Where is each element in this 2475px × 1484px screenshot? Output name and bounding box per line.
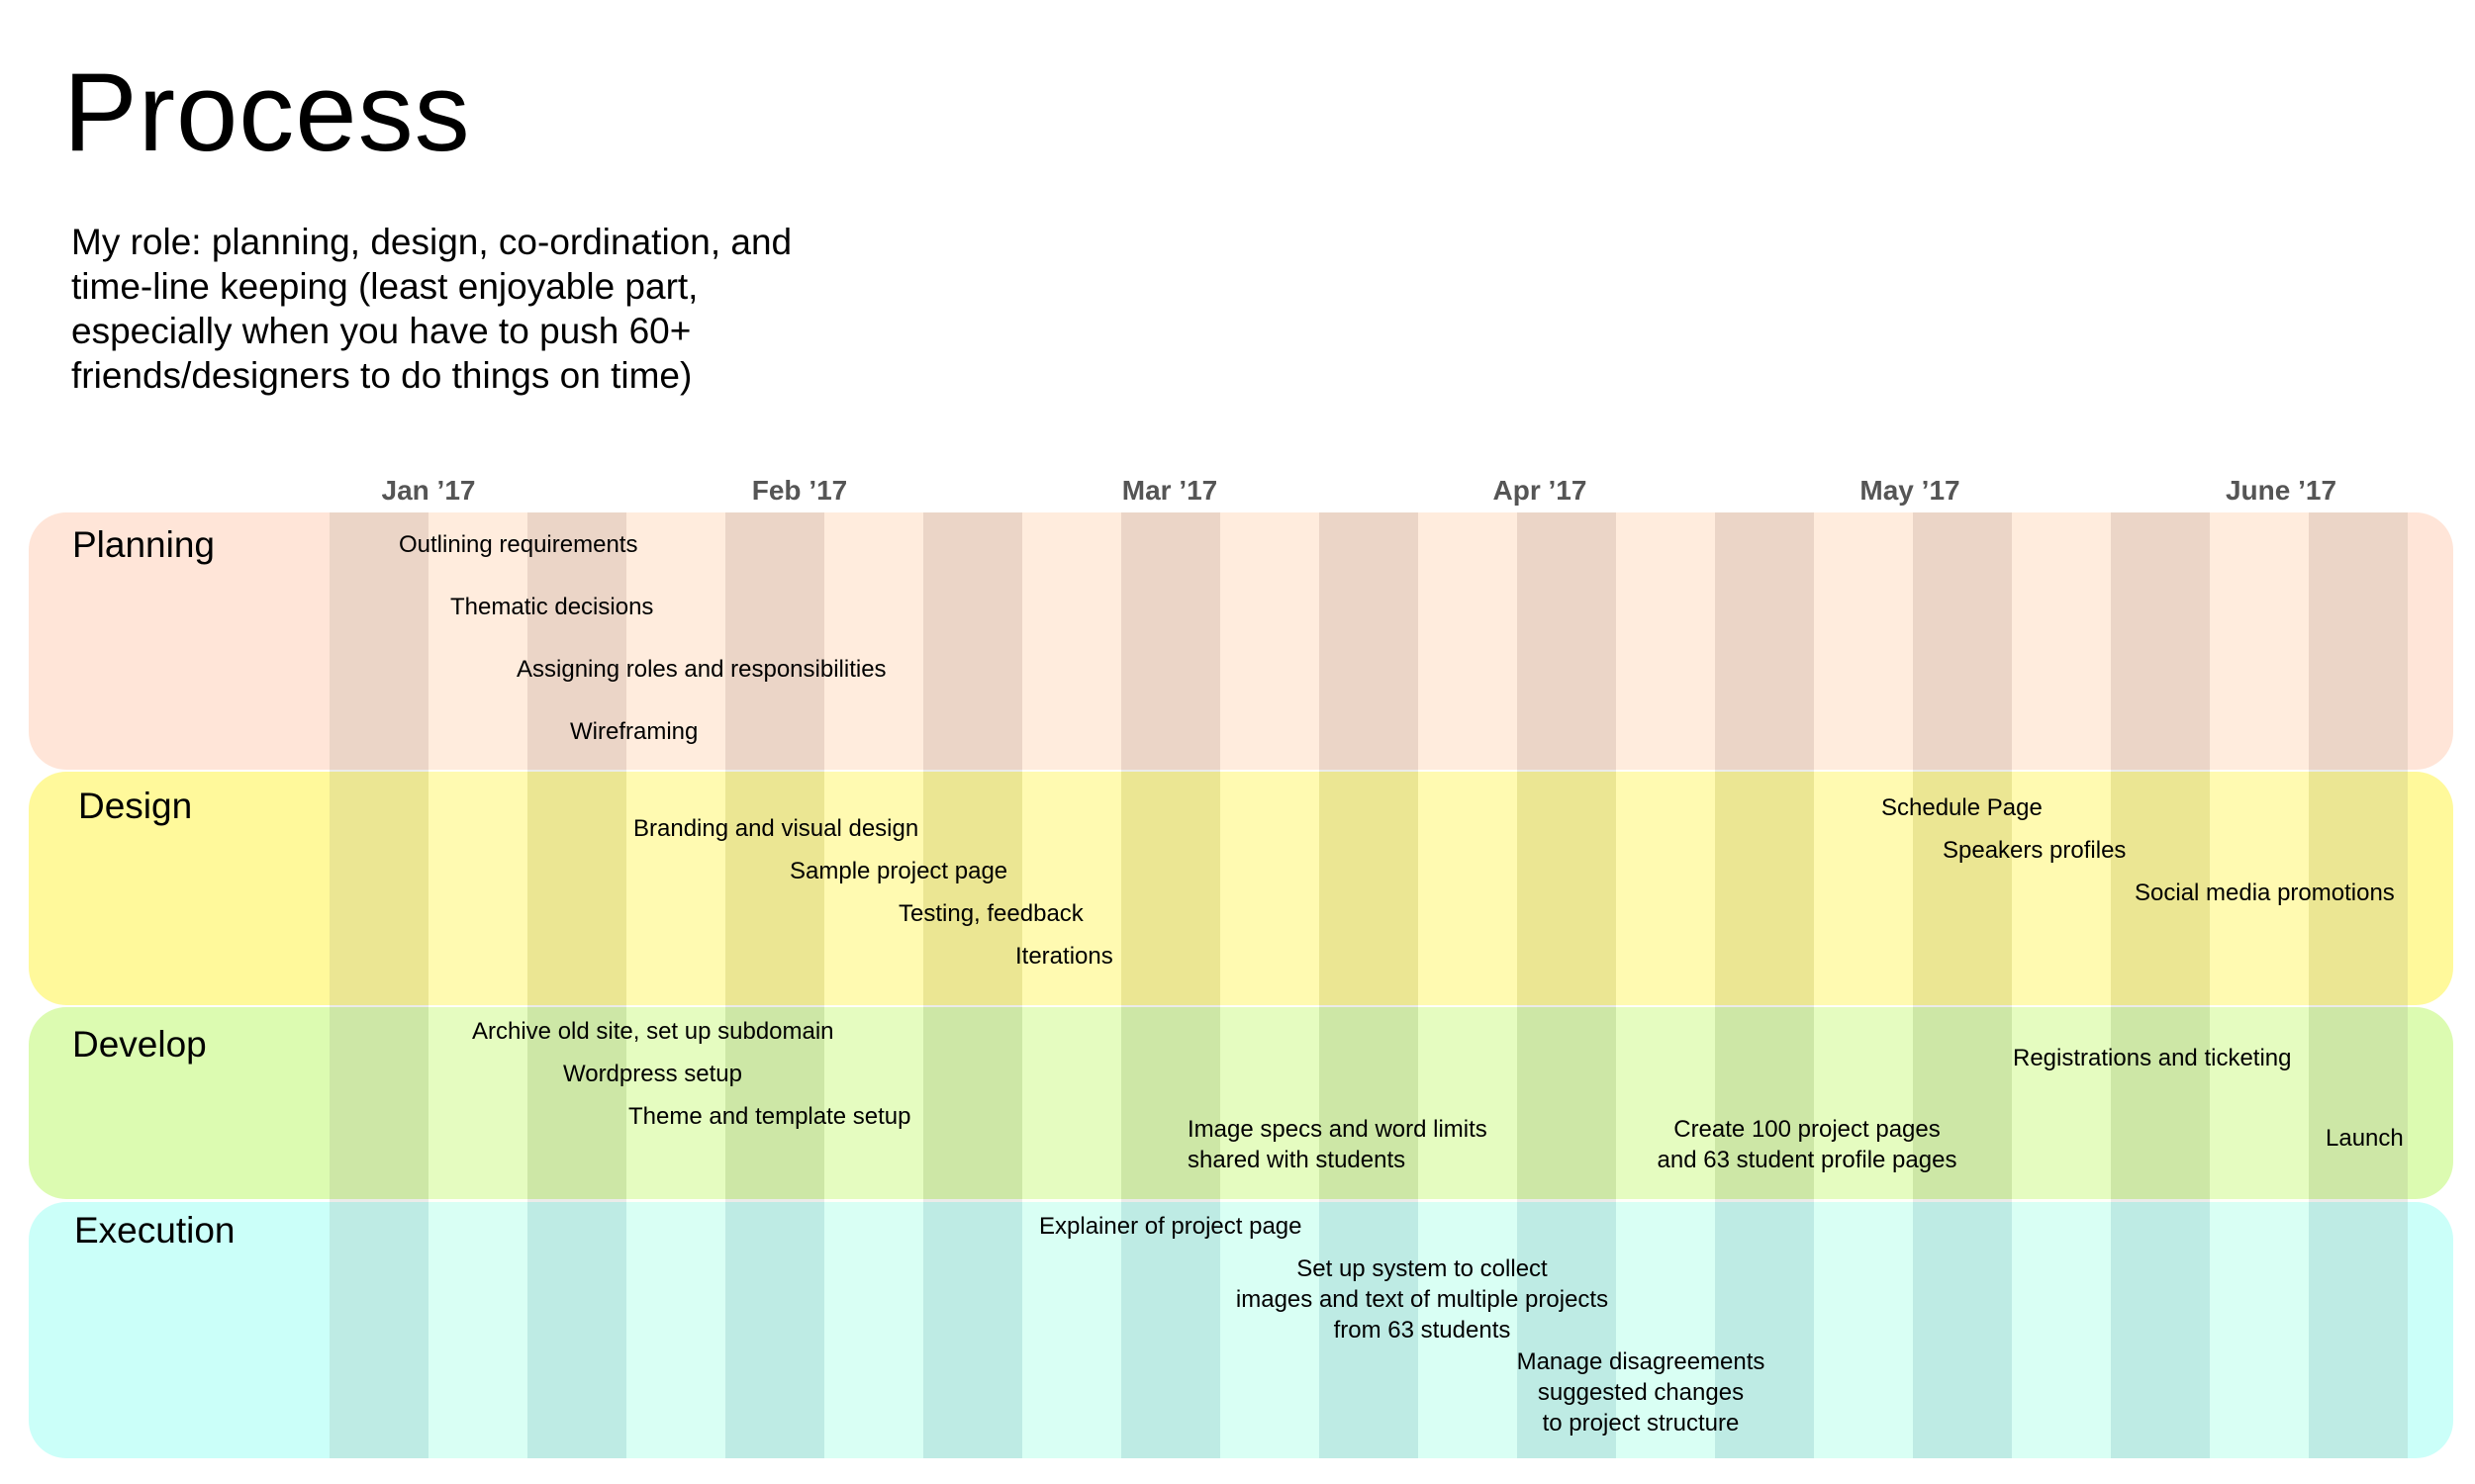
week-column (1121, 512, 1220, 1458)
task-label: Sample project page (790, 858, 1008, 884)
phase-label-develop: Develop (72, 1024, 207, 1065)
phase-label-execution: Execution (74, 1210, 236, 1251)
week-column (2012, 512, 2111, 1458)
week-column (428, 512, 527, 1458)
task-label: Schedule Page (1881, 794, 2043, 821)
phase-label-design: Design (78, 786, 193, 826)
week-column (1418, 512, 1517, 1458)
task-label: Theme and template setup (628, 1103, 911, 1130)
month-label: Mar ’17 (1121, 475, 1218, 506)
task-label: Archive old site, set up subdomain (472, 1018, 834, 1045)
task-label: Launch (2326, 1125, 2404, 1152)
task-label: Wireframing (570, 718, 699, 745)
task-label: Social media promotions (2135, 880, 2395, 906)
week-column (1715, 512, 1814, 1458)
task-label: Create 100 project pages and 63 student … (1657, 1116, 1957, 1173)
week-column (2210, 512, 2309, 1458)
week-column (2111, 512, 2210, 1458)
task-label: Speakers profiles (1943, 837, 2127, 864)
task-label: Testing, feedback (899, 900, 1084, 927)
week-column (1517, 512, 1616, 1458)
week-column (626, 512, 725, 1458)
task-label: Wordpress setup (563, 1061, 742, 1087)
task-label: Set up system to collect images and text… (1235, 1255, 1609, 1344)
week-column (2309, 512, 2408, 1458)
task-label: Branding and visual design (633, 815, 919, 842)
phase-band-execution (29, 1202, 2453, 1458)
phase-band-planning (29, 512, 2453, 770)
week-column (527, 512, 626, 1458)
week-column (1319, 512, 1418, 1458)
week-column (330, 512, 428, 1458)
intro-text: My role: planning, design, co-ordination… (71, 222, 793, 396)
week-column (824, 512, 923, 1458)
week-column (1616, 512, 1715, 1458)
task-label: Thematic decisions (450, 594, 654, 620)
month-label: Apr ’17 (1492, 475, 1587, 506)
task-label: Image specs and word limits shared with … (1188, 1116, 1487, 1173)
page-title: Process (63, 50, 471, 174)
task-label: Assigning roles and responsibilities (517, 656, 887, 683)
task-label: Explainer of project page (1039, 1213, 1302, 1240)
week-column (1022, 512, 1121, 1458)
task-label: Manage disagreements suggested changes t… (1516, 1348, 1765, 1437)
week-column (1814, 512, 1913, 1458)
phase-label-planning: Planning (72, 524, 216, 565)
week-column (1220, 512, 1319, 1458)
task-label: Iterations (1015, 943, 1113, 970)
month-label: Feb ’17 (751, 475, 848, 506)
phase-band-design (29, 772, 2453, 1005)
month-label: Jan ’17 (381, 475, 476, 506)
month-label: June ’17 (2225, 475, 2337, 506)
phase-band-develop (29, 1007, 2453, 1199)
month-label: May ’17 (1859, 475, 1960, 506)
week-column (1913, 512, 2012, 1458)
task-label: Registrations and ticketing (2013, 1045, 2292, 1071)
week-column (923, 512, 1022, 1458)
week-column (725, 512, 824, 1458)
task-label: Outlining requirements (399, 531, 638, 558)
